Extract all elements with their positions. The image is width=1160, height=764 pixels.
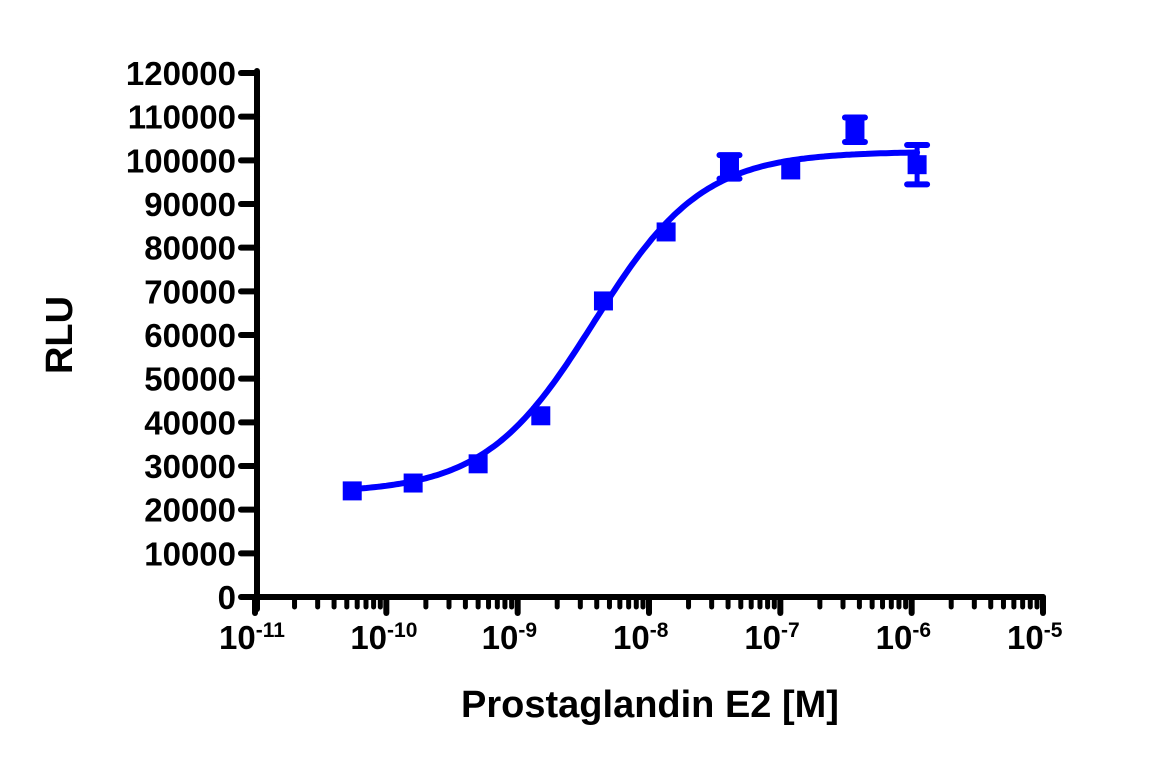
data-point bbox=[781, 160, 801, 180]
fit-curve bbox=[349, 149, 921, 493]
y-tick-label: 110000 bbox=[128, 99, 236, 136]
x-tick-label: 10-7 bbox=[744, 619, 799, 656]
y-tick-label: 90000 bbox=[144, 186, 236, 223]
y-axis: 0 10000 20000 30000 40000 50000 60000 70000 8000… bbox=[126, 55, 260, 616]
data-point bbox=[468, 454, 488, 474]
square-marker-icon bbox=[342, 481, 362, 501]
x-axis-title: Prostaglandin E2 [M] bbox=[461, 684, 839, 726]
x-tick-label: 10-9 bbox=[482, 619, 537, 656]
y-tick-label: 40000 bbox=[144, 404, 236, 441]
square-marker-icon bbox=[845, 120, 865, 140]
y-tick-label: 60000 bbox=[144, 317, 236, 354]
square-marker-icon bbox=[719, 157, 739, 177]
y-tick-label: 100000 bbox=[126, 142, 236, 179]
y-tick-label: 20000 bbox=[144, 492, 236, 529]
y-tick-label: 70000 bbox=[144, 273, 236, 310]
data-point bbox=[531, 406, 551, 426]
square-marker-icon bbox=[907, 155, 927, 175]
square-marker-icon bbox=[593, 291, 613, 311]
data-point bbox=[403, 473, 423, 493]
data-point bbox=[656, 222, 676, 242]
x-tick-label: 10-11 bbox=[219, 619, 285, 656]
square-marker-icon bbox=[468, 454, 488, 474]
square-marker-icon bbox=[656, 222, 676, 242]
fit-curve-line bbox=[349, 149, 921, 493]
square-marker-icon bbox=[531, 406, 551, 426]
y-tick-label: 50000 bbox=[144, 361, 236, 398]
y-tick-label: 80000 bbox=[144, 230, 236, 267]
data-point bbox=[342, 481, 362, 501]
y-tick-label: 120000 bbox=[126, 55, 236, 92]
x-tick-label: 10-6 bbox=[876, 619, 931, 656]
data-point bbox=[904, 142, 931, 188]
data-point bbox=[841, 114, 868, 145]
y-tick-label: 0 bbox=[218, 579, 236, 616]
x-tick-label: 10-8 bbox=[613, 619, 669, 656]
x-axis: 10-11 10-10 10-9 10-8 10-7 10-6 10-5 bbox=[219, 594, 1063, 656]
data-point bbox=[716, 152, 743, 182]
data-points bbox=[342, 114, 931, 501]
square-marker-icon bbox=[403, 473, 423, 493]
x-tick-label: 10-10 bbox=[350, 619, 417, 656]
data-point bbox=[593, 291, 613, 311]
x-tick-label: 10-5 bbox=[1007, 619, 1063, 656]
y-axis-title: RLU bbox=[39, 296, 81, 374]
square-marker-icon bbox=[781, 160, 801, 180]
y-tick-label: 30000 bbox=[144, 448, 236, 485]
y-tick-label: 10000 bbox=[144, 535, 236, 572]
